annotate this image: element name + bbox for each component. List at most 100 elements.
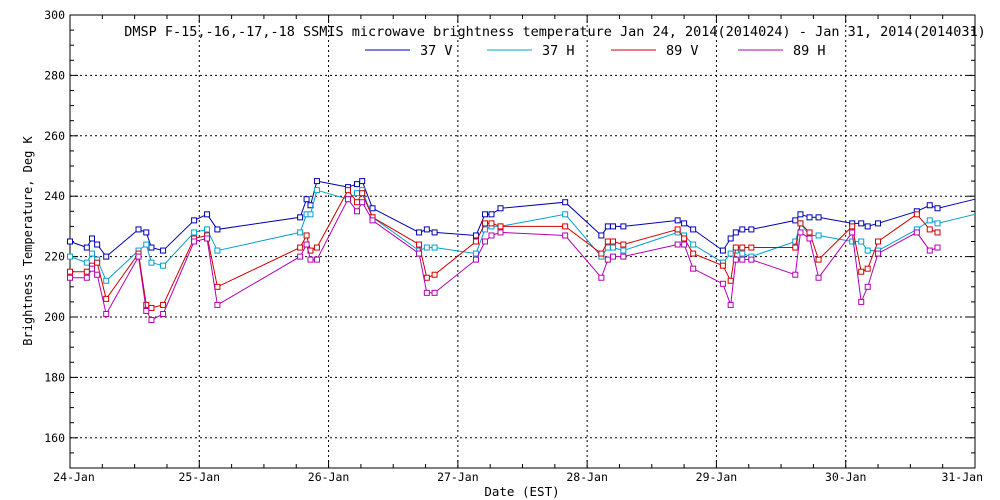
data-point-89-v [94,259,101,266]
data-point-89-v [815,256,822,263]
y-axis-label: Brightness Temperature, Deg K [21,135,35,345]
data-point-89-v [148,304,155,311]
data-point-89-h [103,310,110,317]
data-point-37-v [369,205,376,212]
y-tick-label: 220 [44,250,65,264]
grid-lines [70,15,975,468]
data-point-89-v [792,244,799,251]
data-point-37-v [815,214,822,221]
data-point-89-v [354,199,361,206]
data-point-37-v [191,217,198,224]
legend-label-89-h: 89 H [793,43,826,59]
data-point-89-h [562,232,569,239]
data-point-37-v [303,196,310,203]
data-point-37-v [94,241,101,248]
data-point-89-h [488,232,495,239]
data-point-37-v [423,226,430,233]
data-point-37-h [562,211,569,218]
data-point-37-v [620,223,627,230]
data-point-37-v [160,247,167,254]
data-point-89-h [297,253,304,260]
data-point-89-v [806,229,813,236]
x-tick-label: 24-Jan [53,470,95,484]
data-point-37-h [926,217,933,224]
data-point-89-v [864,265,871,272]
data-point-89-h [94,271,101,278]
series-line-37-v [69,180,976,258]
data-point-37-v [143,229,150,236]
data-point-89-h [858,298,865,305]
data-point-89-h [864,283,871,290]
data-point-89-h [344,196,351,203]
data-point-89-v [620,241,627,248]
data-point-37-v [748,226,755,233]
y-tick-label: 260 [44,129,65,143]
data-point-89-v [482,220,489,227]
data-point-89-h [204,235,211,242]
data-point-89-v [214,283,221,290]
data-point-89-h [472,256,479,263]
data-point-89-h [191,238,198,245]
data-point-37-v [431,229,438,236]
data-point-89-h [620,253,627,260]
data-point-37-h [423,244,430,251]
data-point-37-v [103,253,110,260]
data-point-37-v [88,235,95,242]
data-point-37-v [488,211,495,218]
data-point-37-v [313,178,320,185]
x-tick-label: 25-Jan [179,470,221,484]
data-point-37-v [297,214,304,221]
data-point-89-h [732,256,739,263]
data-point-89-v [913,211,920,218]
x-tick-label: 28-Jan [566,470,608,484]
data-point-89-h [88,265,95,272]
data-point-89-v [562,223,569,230]
data-point-89-v [858,268,865,275]
data-point-89-v [160,301,167,308]
data-point-89-v [472,238,479,245]
data-point-89-h [674,241,681,248]
data-point-37-h [610,244,616,251]
plot-frame [69,14,976,469]
data-point-89-v [297,244,304,251]
data-point-37-h [143,241,150,248]
data-point-37-h [204,226,211,233]
data-point-37-v [135,226,142,233]
data-point-89-v [143,301,150,308]
data-point-89-h [313,256,320,263]
data-point-89-v [610,238,616,245]
y-tick-label: 240 [44,189,65,203]
data-point-37-h [297,229,304,236]
data-point-37-h [83,259,90,266]
data-point-37-h [727,250,734,257]
data-point-89-h [359,199,366,206]
data-point-37-v [214,226,221,233]
data-point-89-h [423,289,430,296]
data-point-37-h [148,259,155,266]
data-point-89-h [690,265,697,272]
legend-label-89-v: 89 V [666,43,699,59]
data-point-89-v [416,241,423,248]
x-tick-label: 30-Jan [825,470,867,484]
data-point-37-h [214,247,221,254]
y-tick-label: 300 [44,8,65,22]
data-point-37-v [354,181,361,188]
legend: 37 V 37 H 89 V 89 H [365,43,826,59]
data-point-89-v [359,190,366,197]
x-tick-label: 31-Jan [941,470,983,484]
data-point-37-h [690,241,697,248]
data-point-89-h [681,241,688,248]
data-point-89-h [303,241,310,248]
legend-label-37-h: 37 H [542,43,575,59]
data-point-89-v [488,220,495,227]
data-point-37-h [739,250,746,257]
data-point-89-v [431,271,438,278]
data-point-37-v [610,223,616,230]
data-point-89-h [307,256,314,263]
chart-title: DMSP F-15,-16,-17,-18 SSMIS microwave br… [124,24,986,40]
data-point-89-h [913,229,920,236]
data-point-89-h [875,250,882,257]
data-point-37-h [864,247,871,254]
data-point-37-h [620,247,627,254]
data-point-89-h [67,274,73,281]
